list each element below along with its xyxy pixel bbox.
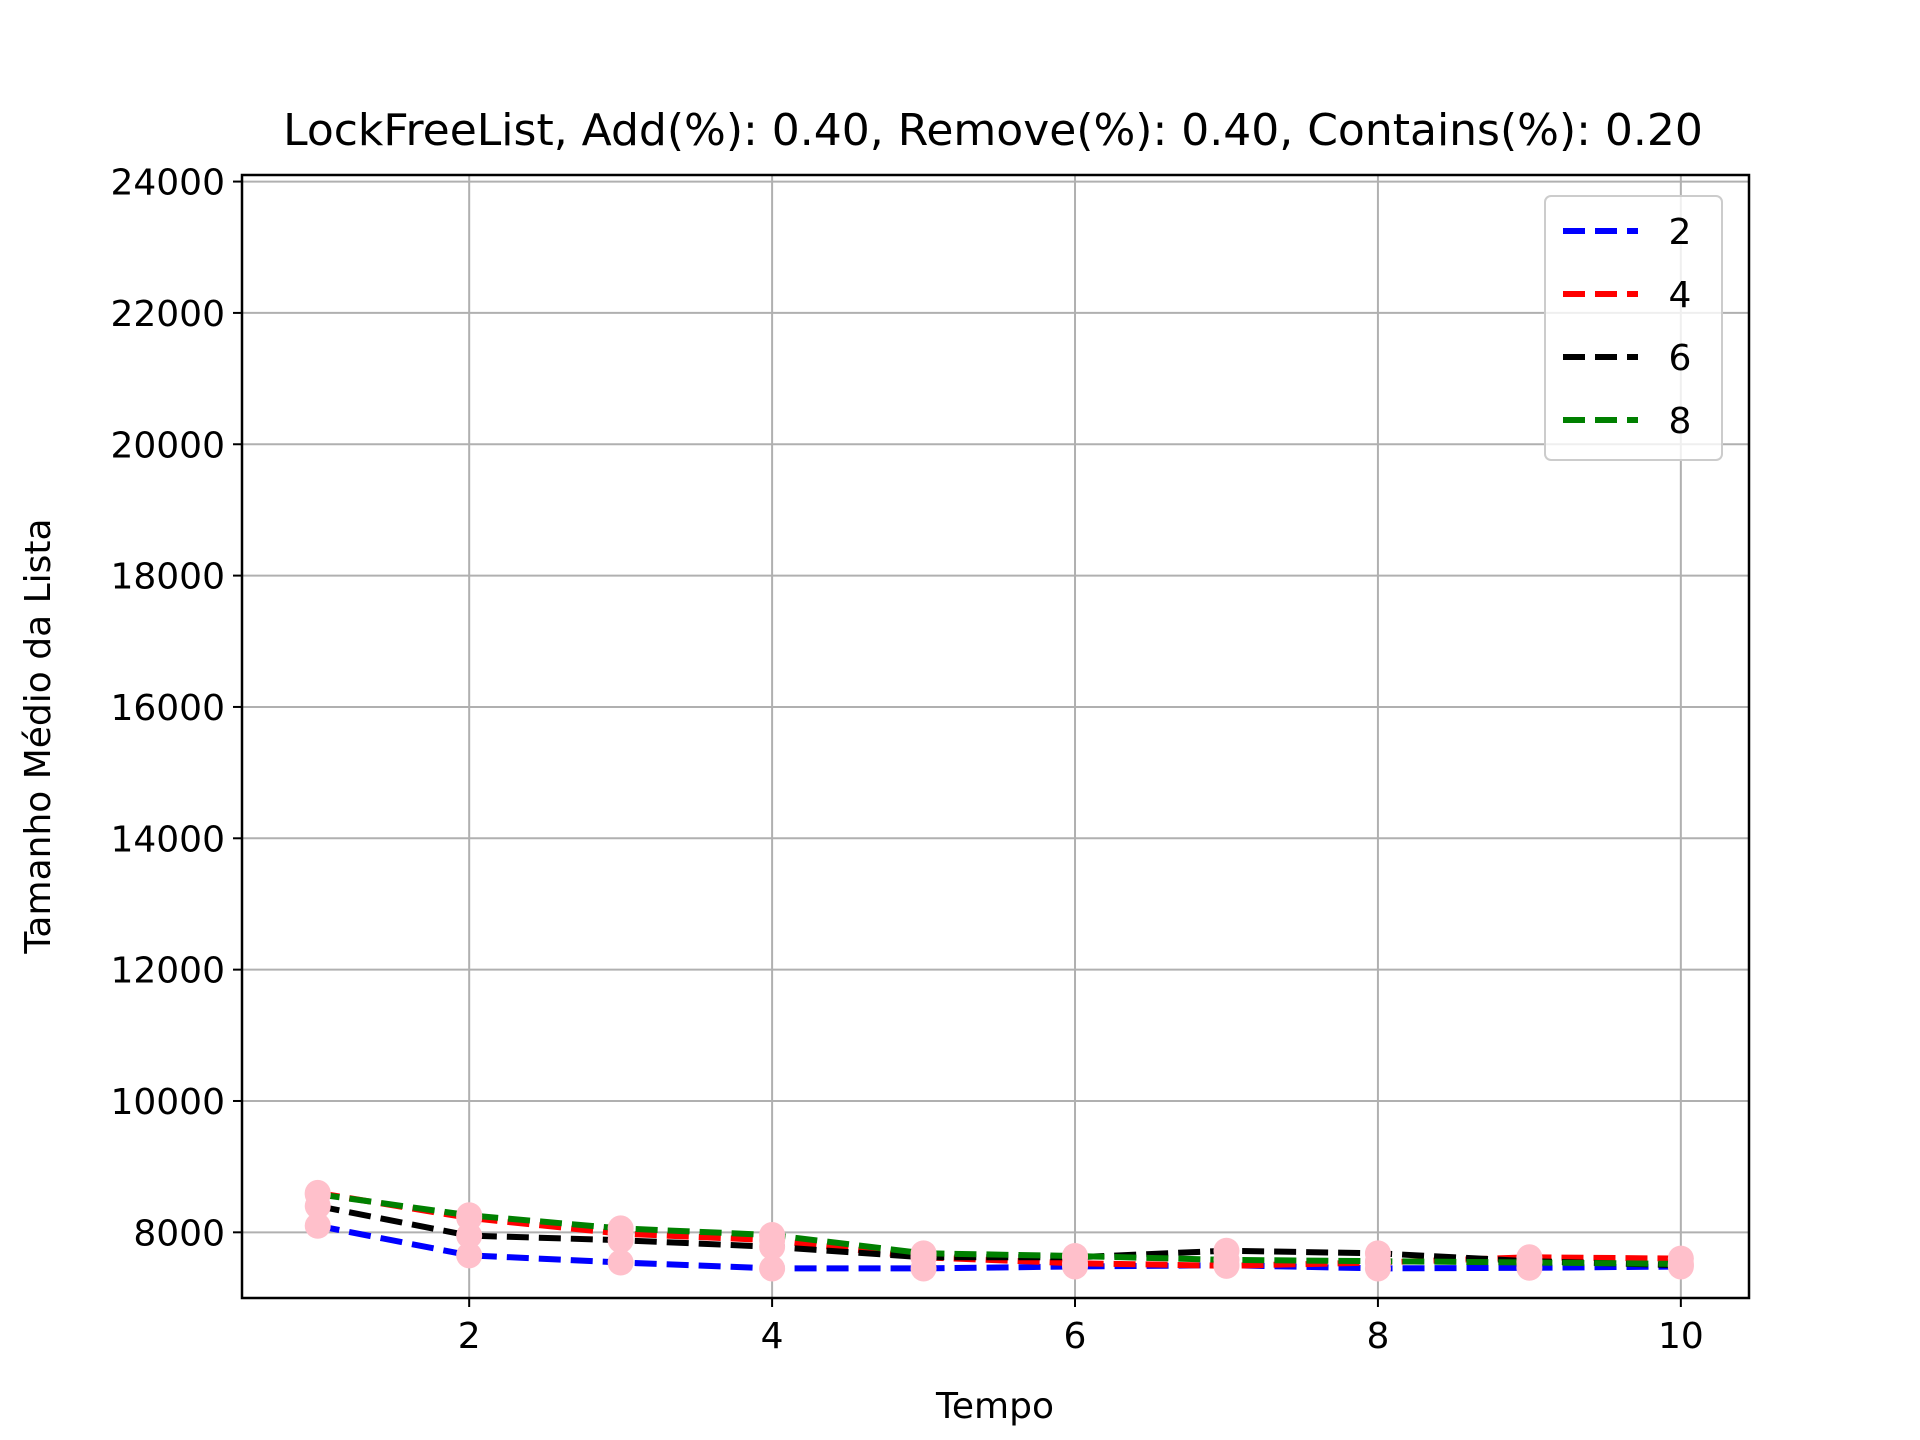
x-axis: 2 4 6 8 10 (458, 1298, 1704, 1357)
data-point-8 (304, 1181, 331, 1208)
x-tick-label: 10 (1658, 1316, 1704, 1357)
data-point-8 (1213, 1246, 1240, 1273)
data-point-2 (304, 1212, 331, 1239)
y-tick-label: 10000 (110, 1082, 225, 1123)
x-axis-label: Tempo (935, 1386, 1054, 1427)
legend: 2 4 6 8 (1544, 195, 1723, 461)
legend-box (1544, 195, 1723, 461)
y-tick-label: 14000 (110, 819, 225, 860)
plot-frame (240, 173, 1751, 1300)
data-point-8 (910, 1240, 937, 1267)
data-point-2 (607, 1249, 634, 1276)
x-tick-label: 2 (458, 1316, 481, 1357)
series-layer (317, 1189, 1681, 1272)
data-point-2 (456, 1242, 483, 1269)
grid (242, 175, 1749, 1298)
data-point-8 (607, 1215, 634, 1242)
data-point-8 (1667, 1250, 1694, 1277)
y-tick-label: 18000 (110, 557, 225, 598)
series-line-2 (317, 1222, 1681, 1272)
data-point-8 (1516, 1249, 1543, 1276)
chart-title: LockFreeList, Add(%): 0.40, Remove(%): 0… (283, 105, 1703, 156)
y-tick-label: 20000 (110, 425, 225, 466)
x-tick-label: 4 (761, 1316, 784, 1357)
legend-label-6: 6 (1669, 338, 1692, 379)
data-point-8 (759, 1221, 786, 1248)
series-line-8 (317, 1191, 1681, 1267)
data-point-8 (1364, 1248, 1391, 1275)
data-point-8 (456, 1202, 483, 1229)
data-point-2 (759, 1255, 786, 1282)
y-tick-label: 8000 (133, 1213, 225, 1254)
y-tick-label: 22000 (110, 294, 225, 335)
legend-label-4: 4 (1669, 275, 1692, 316)
y-tick-label: 12000 (110, 951, 225, 992)
x-tick-label: 8 (1366, 1316, 1389, 1357)
data-point-6 (456, 1222, 483, 1249)
data-point-8 (1062, 1242, 1089, 1269)
y-tick-label: 24000 (110, 163, 225, 204)
legend-label-2: 2 (1669, 212, 1692, 253)
marker-layer (304, 1179, 1694, 1282)
y-axis-label: Tamanho Médio da Lista (18, 518, 59, 954)
y-tick-label: 16000 (110, 688, 225, 729)
y-axis: 8000 10000 12000 14000 16000 18000 20000 22000 2… (110, 163, 242, 1254)
x-tick-label: 6 (1064, 1316, 1087, 1357)
legend-label-8: 8 (1669, 401, 1692, 442)
